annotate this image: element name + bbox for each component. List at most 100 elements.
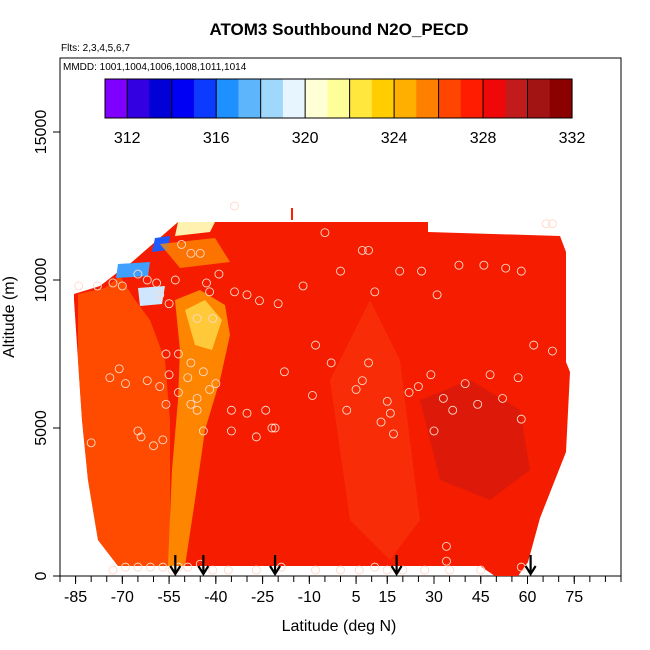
sample-point <box>320 228 330 238</box>
sample-point <box>429 426 439 436</box>
colorbar-cell <box>394 79 417 118</box>
x-tick-label: 30 <box>425 589 443 606</box>
sample-point <box>485 370 495 380</box>
sample-point <box>513 373 523 383</box>
sample-point <box>230 201 239 211</box>
sample-point <box>357 245 367 255</box>
x-tick-label: -55 <box>158 589 181 606</box>
sample-point <box>74 281 84 291</box>
flight-arrow <box>269 555 281 576</box>
colorbar: 312 316 320 324 328 332 <box>104 78 586 147</box>
x-tick-label: -40 <box>204 589 227 606</box>
sample-point <box>195 248 205 258</box>
sample-point <box>205 385 215 394</box>
x-tick-label: -10 <box>298 589 321 606</box>
x-tick-label: 75 <box>565 589 583 606</box>
sample-point <box>173 349 183 359</box>
sample-point <box>273 299 283 309</box>
sample-point <box>364 245 373 255</box>
sample-point <box>382 565 392 575</box>
colorbar-ticks: 312 316 320 324 328 332 <box>114 130 586 147</box>
colorbar-frame <box>104 78 573 119</box>
x-tick-label: -85 <box>64 589 87 606</box>
sample-point <box>202 278 211 288</box>
colorbar-cell <box>305 79 328 118</box>
sample-point <box>516 414 526 424</box>
sample-point <box>473 399 483 409</box>
sample-point <box>270 423 280 433</box>
flight-arrow <box>390 555 403 576</box>
colorbar-cell <box>438 79 462 118</box>
sample-point <box>136 432 146 442</box>
sample-point <box>326 358 336 368</box>
sample-point <box>376 417 386 427</box>
sample-point <box>389 429 398 439</box>
sample-point <box>120 379 130 389</box>
sample-point <box>267 423 277 433</box>
sample-point <box>198 426 208 436</box>
sample-point <box>120 562 130 572</box>
sample-point <box>145 562 155 572</box>
sample-point <box>223 565 233 575</box>
sample-point <box>354 565 364 575</box>
colorbar-cell <box>505 79 529 118</box>
sample-point <box>155 382 165 392</box>
sample-point <box>242 290 252 300</box>
sample-point <box>186 358 196 368</box>
sample-point <box>442 556 451 566</box>
y-tick-label: 15000 <box>33 110 50 155</box>
sample-point <box>276 562 286 572</box>
sample-point <box>501 263 511 273</box>
sample-point <box>336 565 345 575</box>
heatmap-region-light-2 <box>138 286 165 306</box>
sample-point <box>547 346 557 356</box>
flight-arrow <box>197 555 210 576</box>
sample-point <box>432 290 442 300</box>
colorbar-cell <box>216 79 240 118</box>
x-tick-label: -70 <box>111 589 134 606</box>
colorbar-cell <box>260 79 284 118</box>
colorbar-cell <box>149 79 173 118</box>
sample-point <box>173 388 183 397</box>
sample-point <box>445 565 455 575</box>
colorbar-cell <box>349 79 373 118</box>
sample-point <box>198 367 208 377</box>
sample-point <box>117 281 127 291</box>
flight-arrows <box>169 555 537 576</box>
heatmap-region-blue-2 <box>116 262 150 278</box>
sample-point <box>226 426 236 436</box>
sample-point <box>251 565 261 575</box>
colorbar-cells <box>105 79 573 118</box>
sample-point <box>541 219 551 229</box>
sample-point <box>308 390 317 400</box>
sample-point <box>205 287 215 297</box>
sample-point <box>476 565 486 575</box>
sample-point <box>311 565 321 575</box>
sample-point <box>186 399 196 409</box>
sample-point <box>357 376 367 386</box>
colorbar-tick-label: 328 <box>470 130 497 147</box>
sample-point <box>192 314 202 323</box>
x-axis-label: Latitude (deg N) <box>282 618 397 635</box>
colorbar-cell <box>460 79 484 118</box>
heatmap-region-dark <box>420 380 530 500</box>
sample-point <box>516 266 526 276</box>
flight-arrow <box>169 555 182 576</box>
colorbar-cell <box>527 79 551 118</box>
x-tick-label: 15 <box>378 589 396 606</box>
sample-point <box>177 240 187 249</box>
sample-point <box>547 219 557 229</box>
sample-point <box>385 408 395 418</box>
sample-point <box>158 562 168 572</box>
y-axis: 0 5000 10000 15000 <box>33 110 60 580</box>
sample-point <box>420 565 430 575</box>
sample-point <box>370 562 380 572</box>
sample-point <box>152 278 162 288</box>
sample-point <box>158 435 168 445</box>
colorbar-tick-label: 316 <box>203 130 230 147</box>
heatmap <box>74 201 570 576</box>
y-axis-label: Altitude (m) <box>1 276 18 358</box>
y-tick-label: 10000 <box>33 258 50 303</box>
